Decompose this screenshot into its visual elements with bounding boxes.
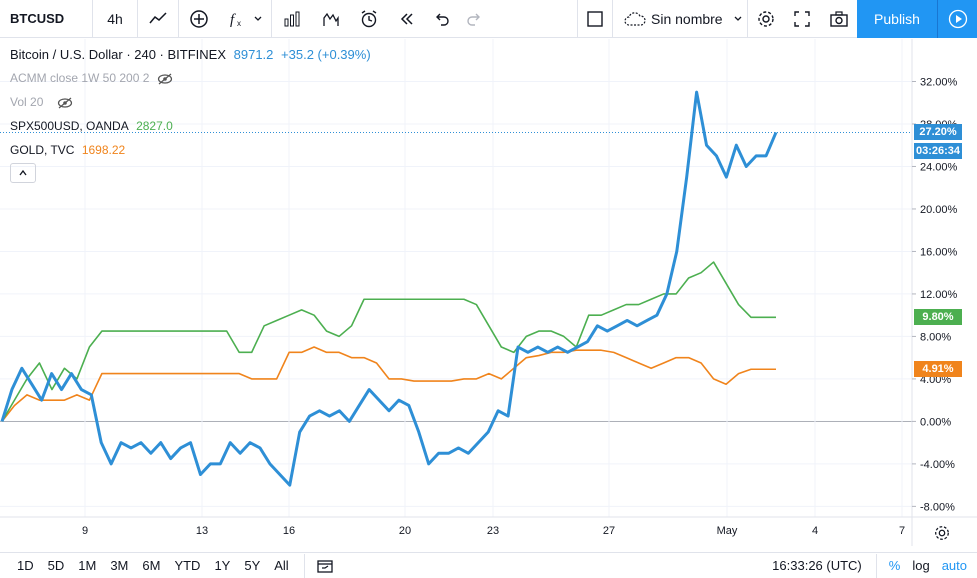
alert-clock-icon[interactable] bbox=[350, 0, 388, 38]
price-chart[interactable]: 32.00%28.00%24.00%20.00%16.00%12.00%8.00… bbox=[0, 39, 977, 546]
publish-button[interactable]: Publish bbox=[857, 0, 937, 38]
publish-play-icon[interactable] bbox=[937, 0, 977, 38]
chevron-down-icon bbox=[254, 16, 262, 21]
y-tick-label: 24.00% bbox=[920, 161, 958, 173]
financials-icon[interactable] bbox=[272, 0, 312, 38]
compare-spx-name: SPX500USD, OANDA bbox=[10, 119, 129, 133]
layout-name-label: Sin nombre bbox=[651, 10, 723, 27]
y-tick-label: -8.00% bbox=[920, 501, 955, 513]
spx-price-label: 9.80% bbox=[914, 309, 962, 326]
chart-settings-gear-icon[interactable] bbox=[933, 524, 953, 544]
y-tick-label: 0.00% bbox=[920, 416, 951, 428]
toolbar-divider bbox=[92, 0, 93, 38]
range-button-5y[interactable]: 5Y bbox=[244, 558, 261, 573]
btc-price-label: 27.20% bbox=[914, 124, 962, 141]
indicator-legend-acmm[interactable]: ACMM close 1W 50 200 2 bbox=[10, 71, 173, 85]
range-button-5d[interactable]: 5D bbox=[47, 558, 65, 573]
x-tick-label: 13 bbox=[196, 525, 208, 537]
redo-icon[interactable] bbox=[458, 0, 490, 38]
bottom-toolbar: 1D 5D 1M 3M 6M YTD 1Y 5Y All 16:33:26 (UTC) % lo… bbox=[0, 552, 977, 578]
goto-date-icon[interactable] bbox=[305, 558, 345, 574]
compare-legend-spx[interactable]: SPX500USD, OANDA 2827.0 bbox=[10, 119, 177, 133]
range-button-1m[interactable]: 1M bbox=[78, 558, 97, 573]
y-tick-label: 12.00% bbox=[920, 289, 958, 301]
range-button-ytd[interactable]: YTD bbox=[174, 558, 201, 573]
toolbar-divider bbox=[747, 0, 748, 38]
bar-countdown-label: 03:26:34 bbox=[914, 143, 962, 160]
hidden-eye-icon[interactable] bbox=[57, 97, 73, 109]
fullscreen-icon[interactable] bbox=[784, 0, 820, 38]
y-tick-label: -4.00% bbox=[920, 459, 955, 471]
main-series-title: Bitcoin / U.S. Dollar · 240 · BITFINEX bbox=[10, 47, 227, 62]
camera-icon[interactable] bbox=[820, 0, 858, 38]
range-button-3m[interactable]: 3M bbox=[110, 558, 129, 573]
x-tick-label: 27 bbox=[603, 525, 615, 537]
toolbar-divider bbox=[178, 0, 179, 38]
chart-pane[interactable]: 32.00%28.00%24.00%20.00%16.00%12.00%8.00… bbox=[0, 39, 977, 546]
percent-scale-toggle[interactable]: % bbox=[888, 558, 901, 573]
cloud-icon bbox=[624, 11, 646, 26]
indicator-vol-label: Vol 20 bbox=[10, 95, 44, 109]
compare-spx-value: 2827.0 bbox=[136, 119, 173, 133]
main-series-change: +35.2 (+0.39%) bbox=[281, 47, 371, 62]
toolbar-divider bbox=[137, 0, 138, 38]
x-tick-label: May bbox=[717, 525, 738, 537]
y-tick-label: 16.00% bbox=[920, 246, 958, 258]
toolbar-divider bbox=[875, 553, 877, 578]
templates-icon[interactable] bbox=[312, 0, 350, 38]
chevron-up-icon bbox=[19, 169, 27, 176]
utc-time-label[interactable]: 16:33:26 (UTC) bbox=[772, 558, 862, 573]
main-series-legend[interactable]: Bitcoin / U.S. Dollar · 240 · BITFINEX 8… bbox=[10, 47, 375, 62]
hidden-eye-icon[interactable] bbox=[157, 73, 173, 85]
toolbar-divider bbox=[612, 0, 613, 38]
toolbar-divider bbox=[577, 0, 578, 38]
compare-gold-name: GOLD, TVC bbox=[10, 143, 75, 157]
indicator-legend-vol[interactable]: Vol 20 bbox=[10, 95, 73, 109]
spx-series-line[interactable] bbox=[1, 261, 776, 422]
compare-add-icon[interactable] bbox=[179, 0, 219, 38]
settings-gear-icon[interactable] bbox=[748, 0, 784, 38]
toolbar-divider bbox=[303, 553, 305, 578]
range-button-all[interactable]: All bbox=[274, 558, 289, 573]
symbol-search-button[interactable]: BTCUSD bbox=[10, 11, 65, 26]
replay-icon[interactable] bbox=[388, 0, 426, 38]
auto-scale-toggle[interactable]: auto bbox=[941, 558, 967, 573]
range-button-1y[interactable]: 1Y bbox=[214, 558, 231, 573]
compare-gold-value: 1698.22 bbox=[81, 143, 126, 157]
undo-icon[interactable] bbox=[426, 0, 458, 38]
y-tick-label: 20.00% bbox=[920, 204, 958, 216]
x-tick-label: 16 bbox=[283, 525, 295, 537]
svg-text:f: f bbox=[230, 12, 236, 28]
svg-text:x: x bbox=[237, 19, 241, 28]
layout-name-button[interactable]: Sin nombre bbox=[613, 0, 747, 38]
date-range-group: 1D 5D 1M 3M 6M YTD 1Y 5Y All bbox=[0, 558, 296, 573]
log-scale-toggle[interactable]: log bbox=[912, 558, 930, 573]
x-tick-label: 23 bbox=[487, 525, 499, 537]
x-tick-label: 7 bbox=[899, 525, 905, 537]
gold-price-label: 4.91% bbox=[914, 361, 962, 378]
toolbar-divider bbox=[271, 0, 272, 38]
interval-button[interactable]: 4h bbox=[107, 10, 123, 27]
compare-legend-gold[interactable]: GOLD, TVC 1698.22 bbox=[10, 143, 129, 157]
chart-type-icon[interactable] bbox=[138, 0, 178, 38]
btc-series-line[interactable] bbox=[0, 90, 778, 487]
x-tick-label: 9 bbox=[82, 525, 88, 537]
indicator-acmm-label: ACMM close 1W 50 200 2 bbox=[10, 71, 150, 85]
range-button-1d[interactable]: 1D bbox=[17, 558, 34, 573]
collapse-legend-button[interactable] bbox=[10, 163, 36, 183]
fullscreen-select-icon[interactable] bbox=[578, 0, 612, 38]
range-button-6m[interactable]: 6M bbox=[142, 558, 161, 573]
x-tick-label: 20 bbox=[399, 525, 411, 537]
main-series-price: 8971.2 bbox=[233, 47, 274, 62]
y-tick-label: 32.00% bbox=[920, 76, 958, 88]
y-tick-label: 8.00% bbox=[920, 331, 951, 343]
chevron-down-icon bbox=[734, 16, 742, 21]
x-tick-label: 4 bbox=[812, 525, 818, 537]
gold-series-line[interactable] bbox=[1, 346, 776, 422]
